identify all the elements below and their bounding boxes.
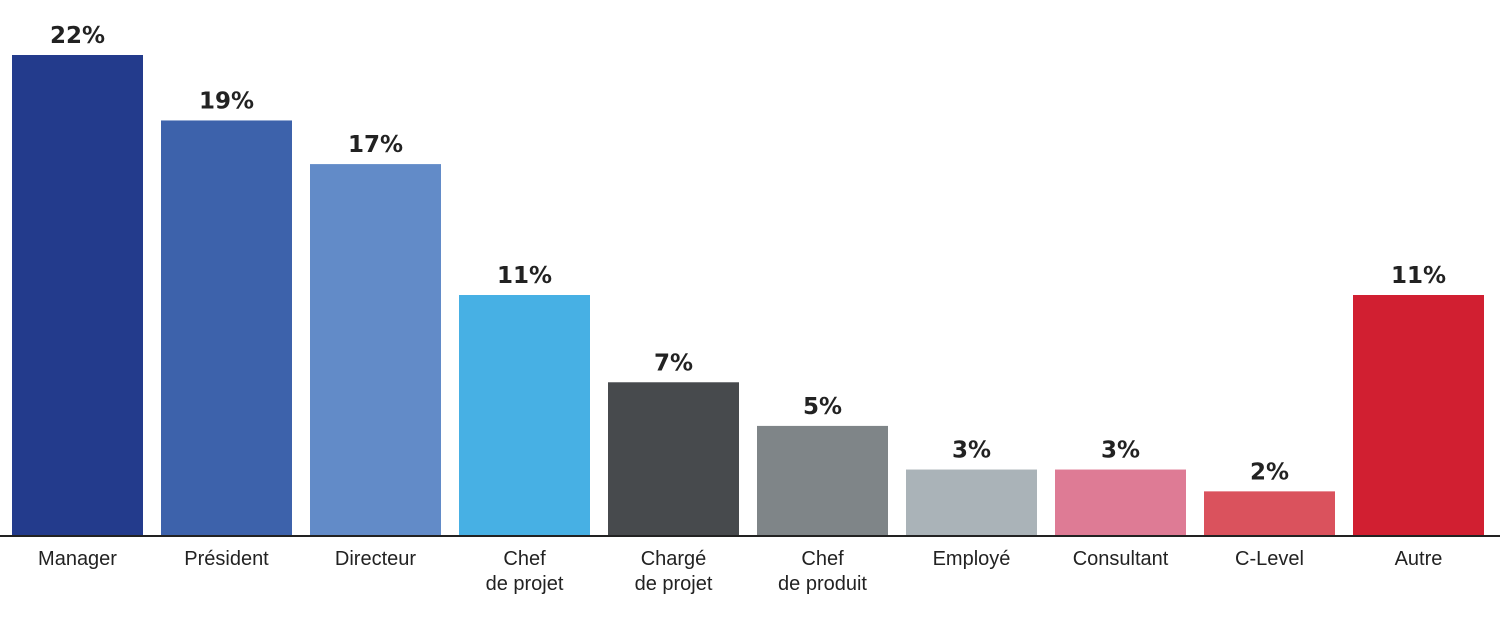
bar-3: [459, 295, 590, 535]
category-label-line: Autre: [1395, 548, 1443, 570]
category-label-9: Autre: [1395, 548, 1443, 570]
category-label-7: Consultant: [1073, 548, 1169, 570]
category-label-1: Président: [184, 548, 269, 570]
value-label-2: 17%: [348, 132, 403, 158]
value-label-5: 5%: [803, 394, 842, 420]
value-label-8: 2%: [1250, 459, 1289, 485]
bar-8: [1204, 491, 1335, 535]
bar-1: [161, 120, 292, 536]
value-label-1: 19%: [199, 88, 254, 114]
value-label-3: 11%: [497, 263, 552, 289]
bar-4: [608, 382, 739, 535]
bar-6: [906, 469, 1037, 535]
value-label-4: 7%: [654, 350, 693, 376]
category-labels-group: Manager Président Directeur Chef de projetCh…: [38, 548, 1442, 595]
value-label-6: 3%: [952, 438, 991, 464]
value-label-9: 11%: [1391, 263, 1446, 289]
category-label-line: Président: [184, 548, 269, 570]
category-label-4: Chargé de projet: [635, 548, 713, 595]
bar-0: [12, 55, 143, 535]
category-label-line: Chargé: [641, 548, 707, 570]
bar-2: [310, 164, 441, 535]
category-label-5: Chef de produit: [778, 548, 867, 595]
bar-5: [757, 425, 888, 535]
category-label-line: Consultant: [1073, 548, 1169, 570]
category-label-6: Employé: [933, 548, 1011, 570]
category-label-2: Directeur: [335, 548, 416, 570]
category-label-line: Manager: [38, 548, 117, 570]
category-label-line: de projet: [486, 573, 564, 595]
category-label-line: de projet: [635, 573, 713, 595]
value-label-7: 3%: [1101, 438, 1140, 464]
category-label-line: Chef: [503, 548, 546, 570]
category-label-line: C-Level: [1235, 548, 1304, 570]
category-label-0: Manager: [38, 548, 117, 570]
bar-7: [1055, 469, 1186, 535]
category-label-line: de produit: [778, 573, 867, 595]
value-labels-group: 22% 19% 17% 11% 7% 5% 3% 3% 2% 11%: [50, 23, 1446, 485]
category-label-8: C-Level: [1235, 548, 1304, 570]
value-label-0: 22%: [50, 23, 105, 49]
bars-group: [12, 55, 1484, 536]
category-label-3: Chef de projet: [486, 548, 564, 595]
category-label-line: Employé: [933, 548, 1011, 570]
category-label-line: Chef: [801, 548, 844, 570]
bar-9: [1353, 295, 1484, 535]
category-label-line: Directeur: [335, 548, 416, 570]
